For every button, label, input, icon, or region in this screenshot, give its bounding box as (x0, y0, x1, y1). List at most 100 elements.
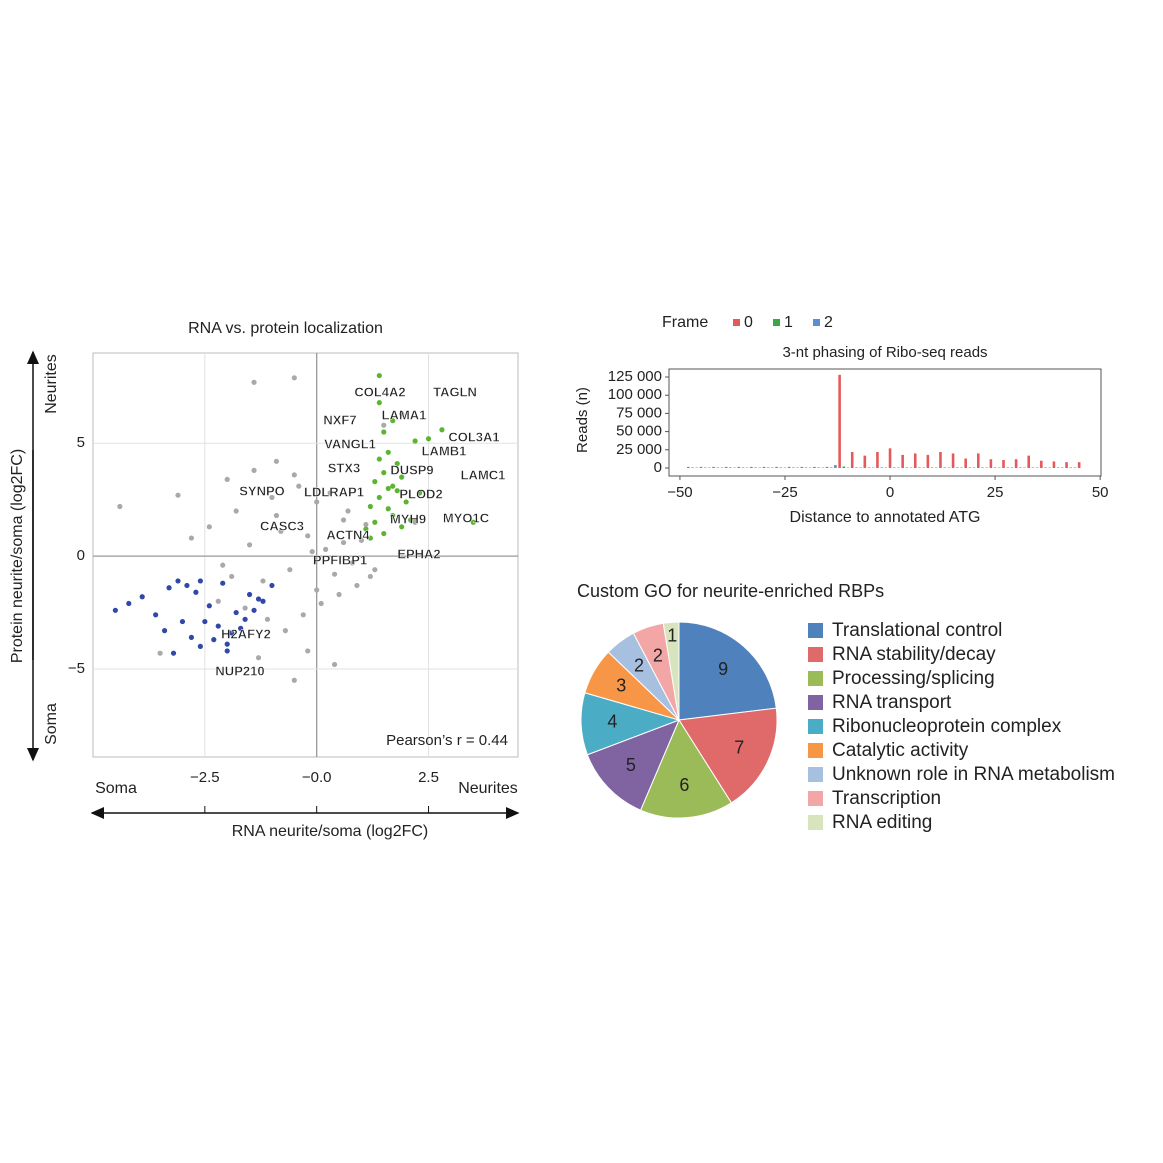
point (229, 573, 235, 580)
y-tick-label: 5 (77, 434, 85, 451)
point (372, 519, 378, 525)
point (117, 503, 123, 510)
point (206, 524, 212, 530)
point (408, 517, 414, 523)
point (184, 582, 190, 589)
bar (850, 451, 854, 468)
point (260, 578, 266, 584)
point (291, 472, 297, 478)
legend-swatch (808, 647, 823, 662)
point (340, 517, 347, 523)
bar (1052, 461, 1056, 468)
point (273, 512, 280, 519)
bar (741, 467, 745, 468)
legend-label: Ribonucleoprotein complex (832, 716, 1062, 737)
point (327, 490, 333, 496)
legend-swatch (808, 815, 823, 830)
x-tick-label: −0.0 (302, 769, 332, 786)
point (331, 661, 338, 668)
legend-label: Translational control (832, 620, 1002, 641)
y-tick-label: 50 000 (616, 423, 662, 440)
y-axis-label: Reads (n) (574, 387, 591, 453)
bar (804, 467, 808, 468)
slice-label: 6 (679, 775, 689, 795)
point (399, 474, 405, 480)
legend-label: Catalytic activity (832, 740, 969, 761)
point (269, 582, 275, 589)
legend-swatch (808, 767, 823, 782)
legend-swatch (808, 791, 823, 806)
gene-label: LDLRAP1 (304, 484, 364, 499)
point (175, 578, 181, 584)
point (416, 490, 423, 496)
bar (876, 451, 879, 468)
point (390, 418, 396, 424)
bar (699, 466, 703, 468)
point (403, 499, 409, 505)
bar (1006, 467, 1010, 468)
bar (716, 467, 720, 468)
gene-label: COL4A2 (354, 384, 405, 399)
point (197, 578, 203, 584)
slice-label: 2 (653, 646, 663, 666)
point (251, 379, 257, 385)
point (336, 591, 342, 598)
legend-label: RNA stability/decay (832, 644, 996, 665)
point (376, 400, 382, 406)
point (345, 508, 351, 514)
gene-label: VANGL1 (324, 436, 376, 451)
legend-label: 2 (824, 314, 833, 331)
point (358, 537, 365, 543)
point (314, 499, 320, 505)
point (354, 582, 360, 589)
legend-swatch (808, 671, 823, 686)
slice-label: 3 (616, 675, 626, 695)
gene-label: TAGLN (433, 384, 477, 399)
point (385, 449, 391, 455)
bar (1040, 460, 1043, 468)
slice-label: 1 (667, 626, 677, 646)
bar (943, 467, 946, 468)
point (264, 616, 271, 622)
x-tick-label: −50 (667, 484, 692, 501)
gene-label: EPHA2 (397, 546, 440, 561)
point (287, 567, 293, 573)
point (112, 607, 118, 613)
bar (762, 466, 766, 468)
point (157, 650, 163, 656)
point (260, 598, 266, 604)
point (305, 533, 311, 539)
bar (968, 467, 972, 468)
y-tick-label: 25 000 (616, 441, 662, 458)
gene-label: LAMB1 (422, 443, 467, 458)
point (372, 479, 378, 485)
pie-slice (662, 621, 680, 721)
gene-label: SYNPO (239, 483, 285, 498)
y-tick-label: 0 (77, 547, 85, 564)
point (166, 585, 172, 591)
point (202, 618, 208, 625)
x-side-label: Soma (95, 780, 137, 797)
bar (1002, 459, 1005, 468)
point (314, 587, 320, 593)
gene-label: MYO1C (443, 510, 490, 525)
gene-label: PPFIBP1 (313, 552, 367, 567)
point (367, 573, 373, 580)
point (367, 535, 373, 541)
legend-swatch (733, 319, 740, 326)
point (376, 372, 382, 379)
bar (800, 466, 804, 468)
bar (926, 454, 930, 468)
gene-label: H2AFY2 (221, 626, 271, 641)
point (251, 467, 257, 473)
bar (964, 458, 967, 468)
point (282, 628, 288, 634)
bar (1031, 467, 1035, 468)
point (242, 616, 248, 622)
x-tick-label: 50 (1092, 484, 1109, 501)
point (390, 483, 396, 489)
x-tick-label: 2.5 (418, 769, 439, 786)
y-tick-label: 125 000 (608, 368, 662, 385)
point (161, 628, 168, 634)
correlation-note: Pearson’s r = 0.44 (386, 732, 508, 749)
